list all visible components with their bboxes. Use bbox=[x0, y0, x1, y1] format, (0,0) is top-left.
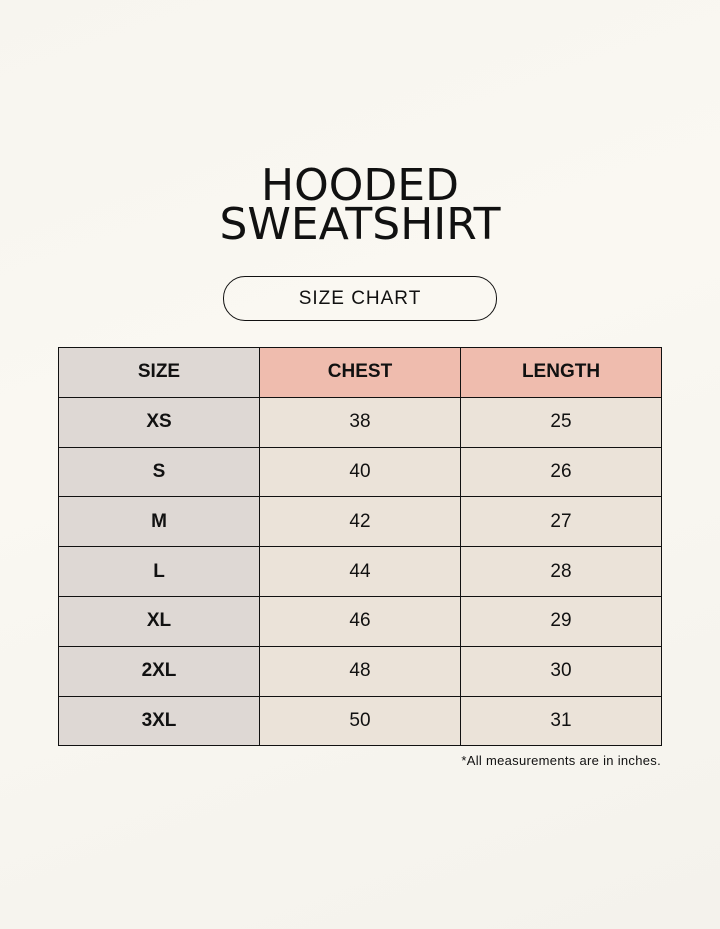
chest-cell: 48 bbox=[259, 645, 461, 697]
chest-cell: 42 bbox=[259, 496, 461, 548]
size-cell: M bbox=[58, 496, 260, 548]
chest-cell: 40 bbox=[259, 446, 461, 498]
size-cell: L bbox=[58, 546, 260, 597]
table-row: 3XL 50 31 bbox=[58, 695, 662, 747]
table-row: XL 46 29 bbox=[58, 595, 662, 647]
table-row: L 44 28 bbox=[58, 546, 662, 597]
length-cell: 28 bbox=[460, 546, 662, 597]
size-cell: XL bbox=[58, 595, 260, 647]
header-cell: CHEST bbox=[259, 347, 461, 398]
chest-cell: 46 bbox=[259, 595, 461, 647]
chest-cell: 44 bbox=[259, 546, 461, 597]
length-cell: 27 bbox=[460, 496, 662, 548]
table-row: 2XL 48 30 bbox=[58, 645, 662, 697]
size-cell: 2XL bbox=[58, 645, 260, 697]
table-row: S 40 26 bbox=[58, 446, 662, 498]
length-cell: 30 bbox=[460, 645, 662, 697]
header-cell: SIZE bbox=[58, 347, 260, 398]
size-chart-badge: SIZE CHART bbox=[223, 276, 497, 321]
size-cell: 3XL bbox=[58, 695, 260, 747]
header-cell: LENGTH bbox=[460, 347, 662, 398]
chest-cell: 38 bbox=[259, 396, 461, 448]
chest-cell: 50 bbox=[259, 695, 461, 747]
measurement-note: *All measurements are in inches. bbox=[461, 753, 661, 768]
title-line-1: HOODED bbox=[261, 160, 459, 211]
title-line-2: SWEATSHIRT bbox=[219, 199, 501, 250]
size-table: SIZE CHEST LENGTH XS 38 25 S 40 26 M 42 27 L 44 28 X… bbox=[58, 347, 662, 747]
table-row: XS 38 25 bbox=[58, 396, 662, 448]
size-cell: XS bbox=[58, 396, 260, 448]
length-cell: 31 bbox=[460, 695, 662, 747]
length-cell: 26 bbox=[460, 446, 662, 498]
length-cell: 25 bbox=[460, 396, 662, 448]
size-cell: S bbox=[58, 446, 260, 498]
table-header-row: SIZE CHEST LENGTH bbox=[58, 347, 662, 398]
table-row: M 42 27 bbox=[58, 496, 662, 548]
length-cell: 29 bbox=[460, 595, 662, 647]
page-title: HOODED SWEATSHIRT bbox=[0, 160, 720, 250]
